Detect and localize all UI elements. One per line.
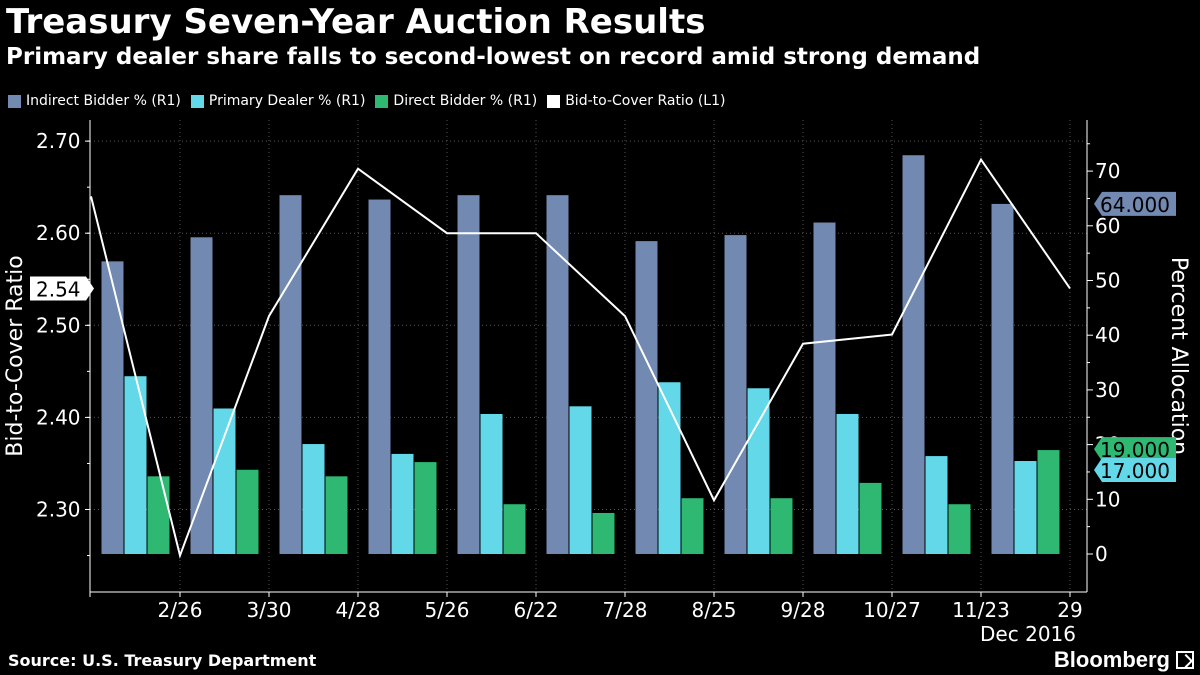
bar-primary-dealer (302, 444, 325, 554)
bar-indirect (635, 241, 658, 554)
x-tick-label: 11/23 (952, 598, 1010, 622)
bar-indirect (813, 222, 836, 554)
x-tick-label: 4/28 (336, 598, 381, 622)
bar-primary-dealer (391, 453, 414, 554)
bar-primary-dealer (658, 382, 681, 554)
bar-direct (859, 482, 882, 554)
legend-swatch-direct (375, 94, 389, 108)
x-tick-label: 9/28 (781, 598, 826, 622)
x-tick-label: 5/26 (425, 598, 470, 622)
bar-primary-dealer (836, 413, 859, 554)
brand-logo: Bloomberg (1053, 647, 1170, 672)
bar-primary-dealer (213, 408, 236, 554)
legend-label-primary: Primary Dealer % (R1) (208, 93, 366, 109)
x-tick-label: 29 (1057, 598, 1082, 622)
callout-indirect: 64.000 (1100, 193, 1170, 217)
callout-ratio: 2.54 (36, 277, 81, 301)
x-sublabel: Dec 2016 (980, 622, 1076, 646)
callout-indirect-bg (1094, 191, 1176, 216)
bar-direct (414, 462, 437, 554)
right-tick-label: 0 (1095, 542, 1108, 566)
right-tick-label: 60 (1095, 214, 1120, 238)
right-tick-label: 30 (1095, 378, 1120, 402)
right-tick-label: 70 (1095, 159, 1120, 183)
bar-primary-dealer (480, 413, 503, 554)
bar-direct (503, 504, 526, 554)
source-note: Source: U.S. Treasury Department (8, 651, 317, 670)
callout-primary-bg (1094, 458, 1176, 483)
bar-indirect (902, 155, 925, 554)
chart-legend: Indirect Bidder % (R1) Primary Dealer % … (8, 91, 735, 111)
bar-indirect (457, 195, 480, 554)
right-tick-label: 10 (1095, 487, 1120, 511)
bar-direct (770, 498, 793, 554)
left-tick-label: 2.30 (36, 498, 81, 522)
bar-primary-dealer (569, 406, 592, 554)
ratio-line (90, 157, 1071, 559)
legend-label-ratio: Bid-to-Cover Ratio (L1) (565, 93, 726, 109)
bar-primary-dealer (747, 388, 770, 554)
legend-item-indirect: Indirect Bidder % (R1) (8, 93, 181, 109)
legend-swatch-ratio (547, 94, 561, 108)
x-tick-label: 7/28 (603, 598, 648, 622)
right-tick-label: 40 (1095, 323, 1120, 347)
callout-primary: 17.000 (1100, 459, 1170, 483)
left-tick-label: 2.50 (36, 313, 81, 337)
left-tick-label: 2.60 (36, 221, 81, 245)
x-tick-label: 10/27 (863, 598, 921, 622)
bar-indirect (190, 237, 213, 555)
bar-primary-dealer (1014, 461, 1037, 554)
left-tick-label: 2.70 (36, 129, 81, 153)
left-axis-title: Bid-to-Cover Ratio (3, 255, 28, 456)
bar-direct (948, 504, 971, 554)
bar-indirect (101, 261, 124, 554)
x-tick-label: 3/30 (247, 598, 292, 622)
legend-label-direct: Direct Bidder % (R1) (393, 93, 538, 109)
brand-mark-icon (1176, 651, 1194, 669)
x-tick-label: 8/25 (692, 598, 737, 622)
bar-indirect (368, 199, 391, 554)
x-tick-label: 2/26 (158, 598, 203, 622)
legend-item-primary: Primary Dealer % (R1) (190, 93, 366, 109)
bar-primary-dealer (124, 376, 147, 554)
callout-ratio-bg (30, 276, 94, 301)
legend-swatch-primary (190, 94, 204, 108)
bars-group (101, 155, 1060, 555)
legend-item-ratio: Bid-to-Cover Ratio (L1) (547, 93, 725, 109)
right-tick-label: 50 (1095, 269, 1120, 293)
bar-direct (592, 512, 615, 554)
bar-primary-dealer (925, 456, 948, 554)
bar-indirect (724, 235, 747, 554)
chart-title: Treasury Seven-Year Auction Results (6, 2, 706, 42)
legend-swatch-indirect (8, 94, 21, 108)
chart-subtitle: Primary dealer share falls to second-low… (6, 44, 981, 70)
bar-direct (147, 476, 170, 554)
legend-label-indirect: Indirect Bidder % (R1) (26, 93, 181, 109)
bar-indirect (991, 203, 1014, 555)
bar-indirect (279, 195, 302, 554)
x-tick-label: 6/22 (514, 598, 559, 622)
legend-item-direct: Direct Bidder % (R1) (375, 93, 537, 109)
bar-direct (325, 476, 348, 554)
bar-indirect (546, 195, 569, 554)
bar-direct (236, 469, 259, 554)
left-tick-label: 2.40 (36, 405, 81, 429)
right-axis-title: Percent Allocation (1166, 257, 1191, 455)
bar-direct (1037, 450, 1060, 554)
bar-direct (681, 498, 704, 554)
callout-direct-bg (1094, 437, 1176, 462)
